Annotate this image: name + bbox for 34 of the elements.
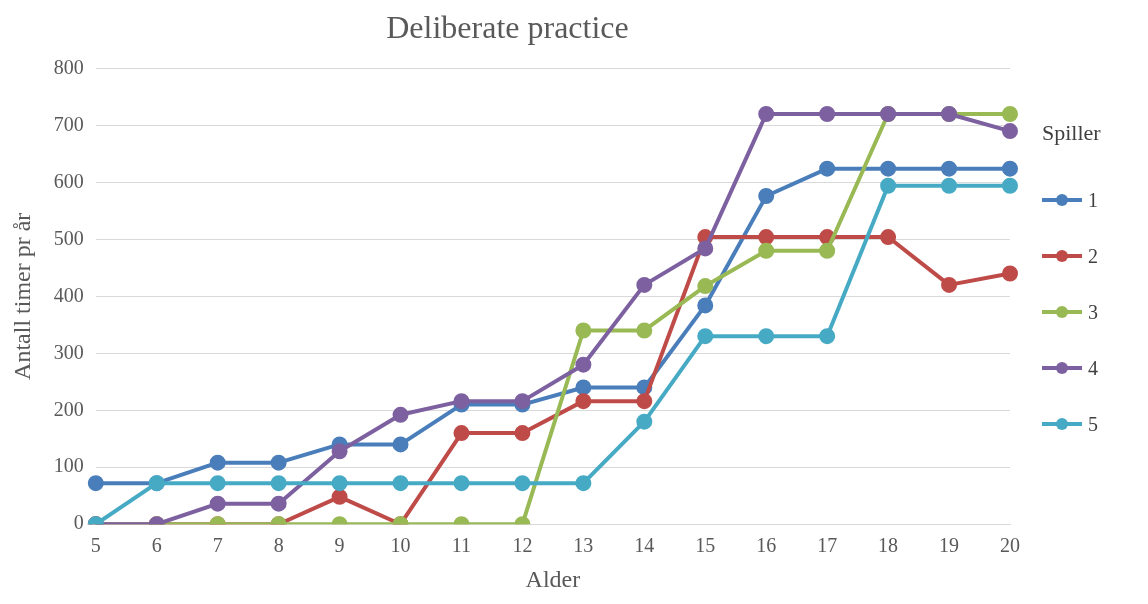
y-tick-label: 300 [53, 340, 84, 363]
y-tick-label: 100 [53, 454, 84, 477]
x-tick-label: 19 [939, 534, 960, 557]
legend-label: 2 [1088, 244, 1098, 268]
y-tick-label: 800 [53, 55, 84, 78]
y-tick-label: 200 [53, 397, 84, 420]
x-tick-label: 20 [1000, 534, 1020, 557]
chart-title: Deliberate practice [386, 8, 629, 45]
legend-label: 1 [1088, 188, 1098, 212]
x-tick-label: 12 [512, 534, 533, 557]
x-tick-label: 13 [573, 534, 594, 557]
x-tick-label: 16 [756, 534, 777, 557]
y-tick-label: 0 [73, 511, 84, 534]
x-tick-label: 11 [451, 534, 472, 557]
y-tick-label: 700 [53, 112, 84, 135]
legend-label: 4 [1088, 356, 1098, 380]
x-tick-label: 5 [90, 534, 101, 557]
legend-label: 5 [1088, 412, 1098, 436]
y-tick-label: 500 [53, 226, 84, 249]
x-tick-label: 18 [878, 534, 899, 557]
legend-title: Spiller [1042, 120, 1101, 146]
x-tick-label: 10 [390, 534, 411, 557]
y-tick-label: 600 [53, 169, 84, 192]
x-tick-label: 7 [212, 534, 223, 557]
y-axis-title: Antall timer pr år [8, 212, 35, 380]
x-axis-title: Alder [525, 565, 581, 592]
x-tick-label: 6 [151, 534, 162, 557]
x-tick-label: 15 [695, 534, 716, 557]
x-tick-label: 14 [634, 534, 655, 557]
legend-label: 3 [1088, 300, 1098, 324]
x-tick-label: 17 [817, 534, 838, 557]
x-tick-label: 9 [334, 534, 345, 557]
y-tick-label: 400 [53, 283, 84, 306]
x-tick-label: 8 [273, 534, 284, 557]
